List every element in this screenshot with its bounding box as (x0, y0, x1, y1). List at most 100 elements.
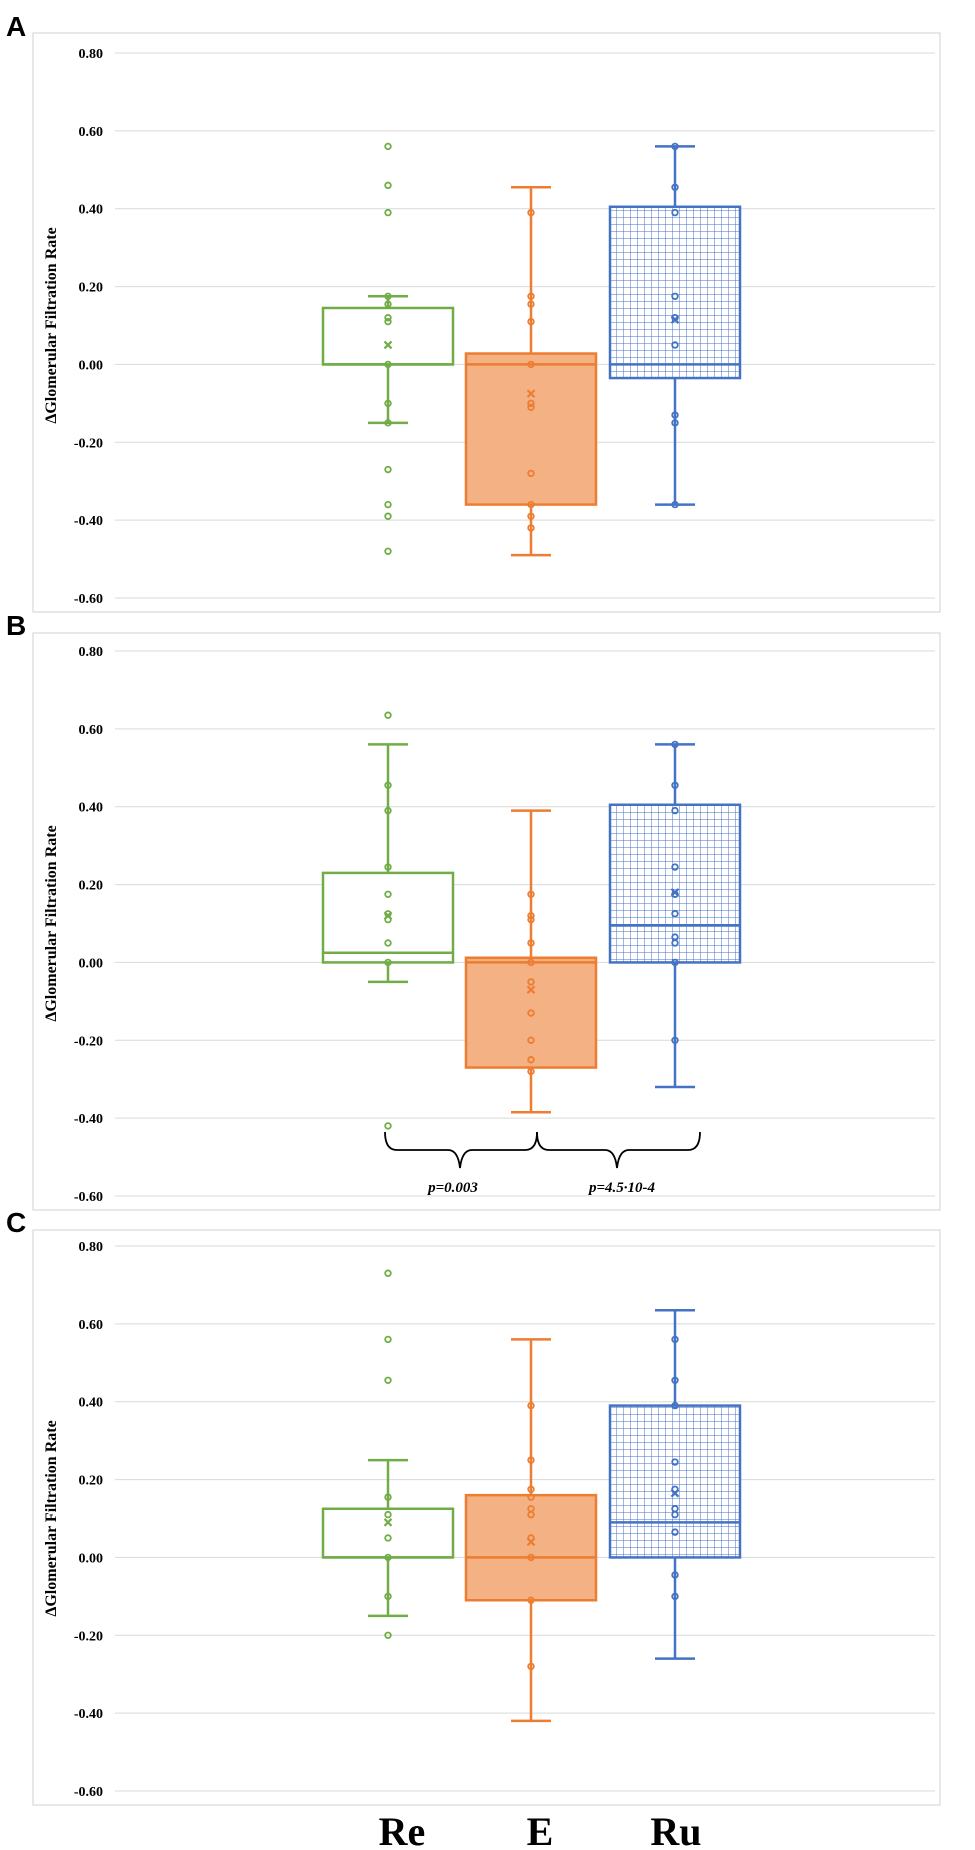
box-ru (608, 740, 742, 1089)
data-point-re (384, 1510, 392, 1519)
plot-frame (32, 32, 941, 613)
y-tick-label: 0.20 (79, 281, 104, 296)
data-point-e (527, 469, 535, 478)
panel-a: A 0.80 0.60 0.40 0.20 0.00 -0.20 -0.40 -0.60 ΔG… (6, 11, 941, 613)
box-body-ru (608, 205, 742, 380)
data-point-ru (671, 1510, 679, 1519)
data-point-ru (671, 208, 679, 217)
data-point-re (384, 1335, 392, 1344)
y-axis-label-a: ΔGlomerular Filtration Rate (43, 227, 60, 423)
data-point-re (384, 1122, 392, 1130)
data-point-re (384, 781, 392, 790)
y-tick-label: 0.40 (79, 1396, 104, 1411)
data-point-e (527, 1036, 535, 1044)
data-point-ru (671, 411, 679, 419)
data-point-e (527, 1485, 535, 1494)
box-body-e (464, 352, 598, 506)
mean-marker-ru (670, 315, 680, 324)
data-point-ru (671, 1376, 679, 1385)
y-tick-label: -0.40 (74, 514, 103, 529)
x-category-re: Re (379, 1809, 426, 1850)
box-e (464, 186, 598, 557)
data-point-e (527, 208, 535, 217)
data-point-re (384, 939, 392, 947)
box-body-ru (608, 803, 742, 964)
y-tick-label: -0.40 (74, 1707, 103, 1722)
data-point-e (527, 403, 535, 411)
data-point-ru (671, 863, 679, 871)
mean-marker-ru (670, 1488, 680, 1498)
y-tick-label: 0.80 (79, 1240, 104, 1255)
plot-frame (32, 1229, 941, 1806)
data-point-e (527, 1553, 535, 1562)
data-point-e (527, 1596, 535, 1604)
y-tick-label: 0.20 (79, 879, 104, 894)
data-point-e (527, 915, 535, 924)
data-point-e (527, 500, 535, 509)
data-point-ru (671, 1592, 679, 1601)
y-tick-label: -0.60 (74, 1190, 103, 1205)
p-value-e-ru: p=4.5·10-4 (587, 1180, 656, 1196)
data-point-re (384, 300, 392, 308)
data-point-ru (671, 1036, 679, 1044)
panel-label-b: B (6, 610, 26, 641)
data-point-e (527, 512, 535, 520)
box-e (464, 809, 598, 1114)
panel-label-a: A (6, 11, 26, 42)
data-point-e (527, 524, 535, 532)
data-point-re (384, 208, 392, 217)
y-tick-label: 0.80 (79, 47, 104, 62)
data-point-ru (671, 1528, 679, 1536)
data-point-e (527, 1510, 535, 1519)
data-point-ru (671, 419, 679, 427)
box-re (321, 711, 455, 1130)
data-point-ru (671, 1571, 679, 1579)
box-body-e (464, 956, 598, 1069)
data-point-ru (671, 740, 679, 749)
data-point-e (527, 399, 535, 408)
mean-marker-e (526, 389, 536, 398)
data-point-e (527, 1056, 535, 1064)
data-point-re (384, 1534, 392, 1542)
data-point-re (384, 1631, 392, 1639)
mean-marker-re (383, 1518, 393, 1527)
data-point-e (527, 1456, 535, 1464)
mean-marker-e (526, 1537, 536, 1547)
p-value-re-e: p=0.003 (426, 1180, 478, 1196)
significance-brace-re-e (384, 1131, 538, 1169)
data-point-ru (671, 183, 679, 192)
y-tick-label: -0.60 (74, 592, 103, 607)
box-ru (608, 142, 742, 509)
x-category-e: E (527, 1809, 554, 1850)
box-ru (608, 1308, 742, 1660)
data-point-e (527, 1493, 535, 1501)
panel-b: B 0.80 0.60 0.40 0.20 0.00 -0.20 -0.40 -0.60 ΔG… (6, 610, 941, 1211)
significance-brace-e-ru (536, 1131, 701, 1169)
data-point-re (384, 500, 392, 509)
data-point-e (527, 300, 535, 308)
y-axis-label-b: ΔGlomerular Filtration Rate (43, 825, 60, 1021)
data-point-re (384, 1269, 392, 1277)
data-point-e (527, 1067, 535, 1076)
box-re (321, 1269, 455, 1639)
y-tick-label: 0.00 (79, 956, 104, 971)
y-axis-label-c: ΔGlomerular Filtration Rate (43, 1420, 60, 1616)
data-point-ru (671, 806, 679, 815)
data-point-e (527, 1662, 535, 1671)
data-point-ru (671, 292, 679, 301)
data-point-re (384, 399, 392, 408)
data-point-e (527, 939, 535, 947)
data-point-ru (671, 958, 679, 967)
mean-marker-re (383, 911, 393, 920)
data-point-ru (671, 1335, 679, 1344)
data-point-ru (671, 142, 679, 151)
data-point-e (527, 1009, 535, 1017)
data-point-re (384, 1592, 392, 1601)
y-tick-label: -0.20 (74, 1629, 103, 1644)
y-tick-label: -0.20 (74, 436, 103, 451)
panel-c: C 0.80 0.60 0.40 0.20 0.00 -0.20 -0.40 -0.60 ΔG… (6, 1207, 941, 1806)
data-point-re (384, 314, 392, 322)
data-point-re (384, 1493, 392, 1501)
data-point-e (527, 360, 535, 369)
